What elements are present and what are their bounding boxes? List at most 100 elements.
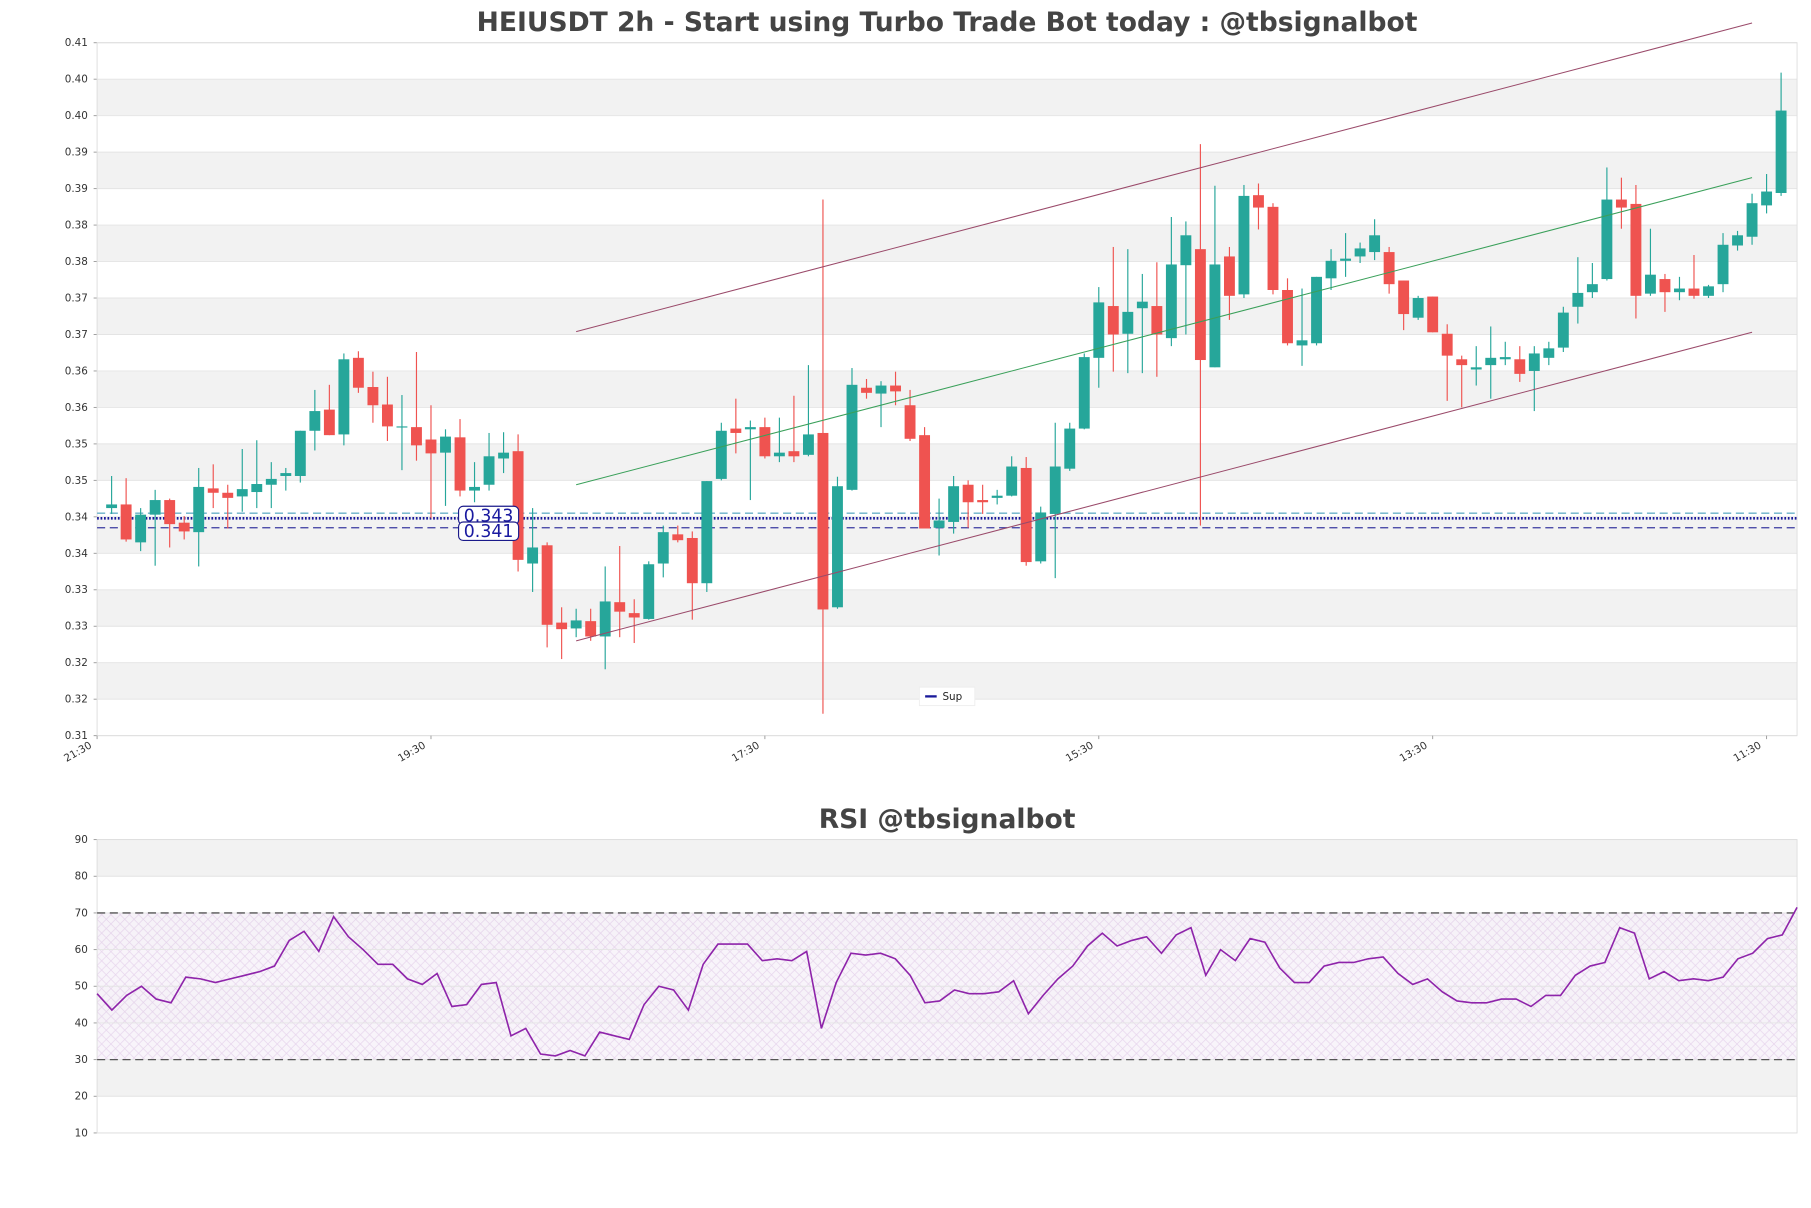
candle-body xyxy=(1253,195,1264,208)
candle-body xyxy=(861,387,872,393)
y-tick-label: 0.32 xyxy=(65,657,88,669)
y-tick-label: 0.40 xyxy=(65,110,88,122)
candle-body xyxy=(1441,333,1453,356)
candle-body xyxy=(744,427,756,430)
y-tick-label: 20 xyxy=(75,1091,88,1103)
candle-body xyxy=(323,409,335,436)
candle-body xyxy=(1354,248,1366,257)
candle-body xyxy=(541,545,553,625)
candle-body xyxy=(381,404,393,427)
candle-body xyxy=(948,486,960,522)
candle-body xyxy=(890,385,901,392)
y-tick-label: 0.39 xyxy=(65,147,88,159)
candle-body xyxy=(1194,249,1206,361)
candle-body xyxy=(1006,466,1018,496)
candle-body xyxy=(222,492,234,498)
candle-body xyxy=(585,621,597,637)
candle-body xyxy=(1412,298,1424,318)
candle-body xyxy=(135,514,147,543)
candle-body xyxy=(715,430,727,479)
candle-body xyxy=(1136,301,1148,309)
price-label-box xyxy=(457,521,520,542)
candle-body xyxy=(832,486,843,608)
candle-body xyxy=(977,500,989,503)
grid-band xyxy=(97,516,1798,554)
plot-frame xyxy=(96,839,1798,1134)
candle-body xyxy=(309,411,321,431)
candle-body xyxy=(106,504,118,509)
y-tick-label: 0.37 xyxy=(65,329,88,341)
candle-body xyxy=(628,613,640,618)
y-tick-label: 60 xyxy=(75,944,88,956)
candle-body xyxy=(1485,357,1497,366)
candle-body xyxy=(817,432,829,610)
candle-body xyxy=(1223,256,1235,296)
chart-title: RSI @tbsignalbot xyxy=(819,804,1076,835)
y-tick-label: 40 xyxy=(75,1017,88,1029)
candle-body xyxy=(1340,258,1352,261)
candle-body xyxy=(1238,195,1250,295)
candle-body xyxy=(1775,110,1787,193)
trend-line xyxy=(576,22,1753,333)
trend-line xyxy=(576,177,1753,486)
candle-body xyxy=(759,427,771,457)
candle-body xyxy=(294,430,306,476)
candle-body xyxy=(338,359,350,435)
candle-body xyxy=(1165,264,1177,339)
candle-body xyxy=(933,520,945,528)
candle-body xyxy=(193,486,205,533)
candle-body xyxy=(643,564,655,619)
candle-body xyxy=(875,385,887,394)
y-tick-label: 0.36 xyxy=(65,365,88,377)
candle-body xyxy=(1703,286,1714,296)
candle-body xyxy=(1369,235,1381,253)
candle-body xyxy=(1122,311,1134,334)
y-tick-label: 0.32 xyxy=(65,694,88,706)
y-tick-label: 50 xyxy=(75,981,88,993)
grid-band xyxy=(97,152,1798,189)
candle-body xyxy=(1659,279,1671,293)
y-tick-label: 0.33 xyxy=(65,621,88,633)
candle-body xyxy=(527,547,539,564)
candle-body xyxy=(1282,289,1293,344)
candle-body xyxy=(469,486,480,491)
y-tick-label: 80 xyxy=(75,871,88,883)
candle-body xyxy=(1761,191,1773,206)
candle-body xyxy=(1398,280,1410,315)
candle-body xyxy=(367,387,379,406)
chart-title: HEIUSDT 2h - Start using Turbo Trade Bot… xyxy=(477,7,1418,38)
y-tick-label: 0.41 xyxy=(65,37,88,49)
candle-body xyxy=(1078,357,1090,429)
candle-body xyxy=(1107,306,1119,335)
candle-body xyxy=(1180,235,1192,266)
candle-body xyxy=(352,357,364,388)
grid-band xyxy=(97,589,1798,627)
candle-body xyxy=(1586,284,1598,293)
grid-band xyxy=(97,370,1798,408)
grid-band xyxy=(97,839,1798,877)
candle-body xyxy=(1644,274,1656,294)
y-tick-label: 0.34 xyxy=(65,511,88,523)
candle-body xyxy=(599,601,611,637)
candle-body xyxy=(1311,276,1322,344)
candle-body xyxy=(846,384,858,490)
candle-body xyxy=(236,489,248,497)
rsi-line xyxy=(96,907,1798,1057)
candle-body xyxy=(1732,235,1743,246)
grid-band xyxy=(97,298,1798,335)
candle-body xyxy=(120,504,132,540)
candle-body xyxy=(1049,466,1061,514)
candle-body xyxy=(1557,312,1569,348)
y-tick-label: 90 xyxy=(75,834,88,846)
candle-body xyxy=(251,484,263,493)
y-tick-label: 0.37 xyxy=(65,292,88,304)
candle-body xyxy=(1470,367,1482,370)
y-tick-label: 0.40 xyxy=(65,74,88,86)
y-tick-label: 0.33 xyxy=(65,584,88,596)
y-tick-label: 10 xyxy=(75,1127,88,1139)
candle-body xyxy=(614,602,626,612)
candle-body xyxy=(1688,288,1700,296)
candle-body xyxy=(686,537,698,584)
candle-body xyxy=(730,428,742,433)
